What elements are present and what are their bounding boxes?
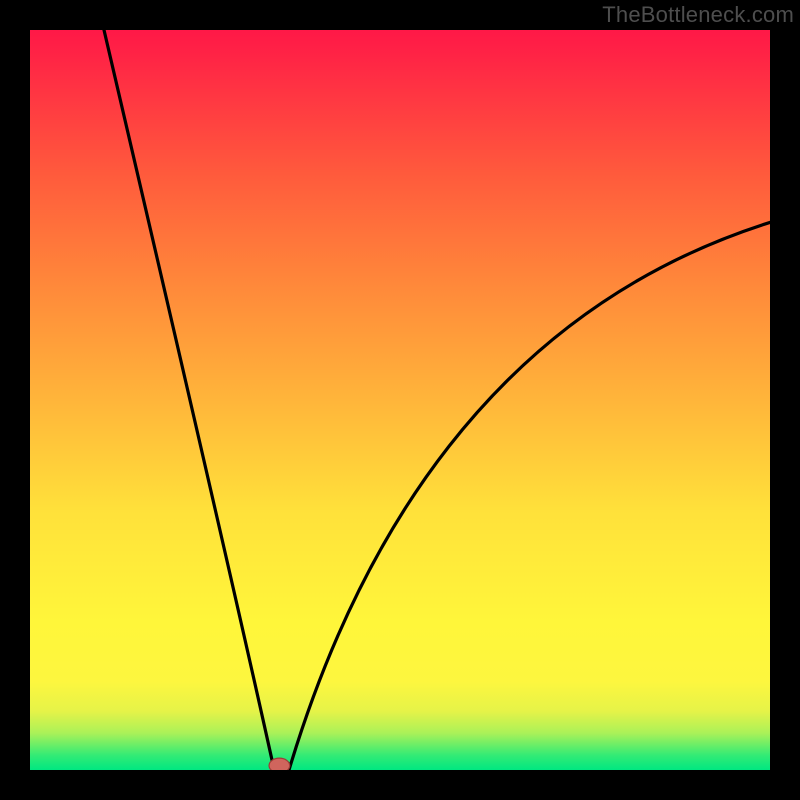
curve-path (104, 30, 770, 770)
vertex-marker (269, 758, 290, 770)
plot-area (30, 30, 770, 770)
watermark-text: TheBottleneck.com (602, 2, 794, 28)
bottleneck-curve (30, 30, 770, 770)
chart-frame: TheBottleneck.com (0, 0, 800, 800)
